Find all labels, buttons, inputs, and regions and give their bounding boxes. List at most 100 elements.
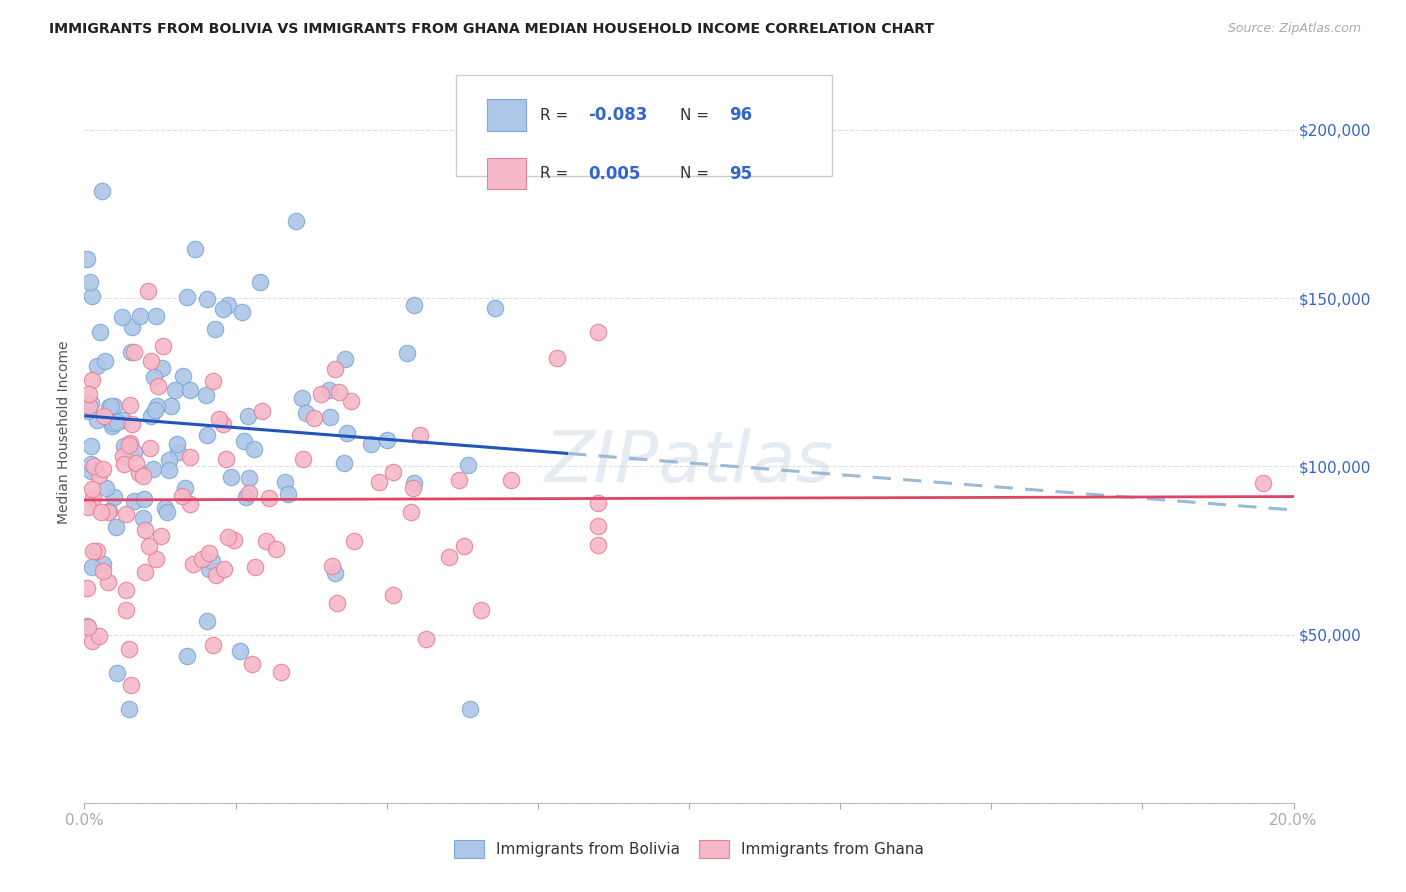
Point [277,487,299,501]
Point [118,398,141,412]
Point [415,632,437,646]
Point [111,310,134,324]
Point [118,438,141,452]
Point [179,450,201,464]
Point [222,533,245,547]
Point [195,428,218,442]
Point [96,482,118,496]
Point [205,567,228,582]
Point [274,475,297,489]
Point [343,533,366,548]
Point [142,369,165,384]
Point [138,285,160,299]
Point [132,511,155,525]
Point [142,461,165,475]
Point [304,411,326,425]
Point [82,634,104,648]
Point [82,491,104,506]
Point [325,566,347,580]
Point [139,409,162,423]
Text: 95: 95 [728,165,752,183]
Point [122,494,145,508]
Point [328,384,350,399]
Point [105,520,128,534]
Point [176,648,198,663]
Point [336,425,359,440]
FancyBboxPatch shape [486,99,526,130]
Point [94,354,117,368]
Point [546,351,568,365]
Point [121,345,143,359]
Point [93,409,115,424]
Point [176,290,198,304]
Point [143,403,166,417]
Point [115,603,138,617]
Point [367,475,389,489]
Point [160,399,183,413]
Point [138,539,160,553]
Legend: Immigrants from Bolivia, Immigrants from Ghana: Immigrants from Bolivia, Immigrants from… [446,832,932,865]
Point [402,475,425,490]
Point [125,457,148,471]
Point [194,388,217,402]
Point [219,469,242,483]
Point [83,459,105,474]
Point [82,543,104,558]
Point [588,325,610,339]
Point [179,384,201,398]
Point [208,412,231,426]
Point [134,523,156,537]
Point [284,214,307,228]
Point [145,552,167,566]
Point [100,399,122,413]
Point [212,562,235,576]
Point [89,325,111,339]
Point [197,546,219,560]
Point [77,500,100,514]
Point [202,374,225,388]
Point [152,339,174,353]
Point [97,505,120,519]
Point [87,629,110,643]
Point [191,551,214,566]
Point [181,557,204,571]
Point [402,298,425,312]
Text: 0.005: 0.005 [589,165,641,183]
Point [129,309,152,323]
Point [97,574,120,589]
Text: 96: 96 [728,106,752,124]
Point [243,560,266,574]
Point [249,275,271,289]
Point [311,387,333,401]
Point [77,386,100,401]
Text: IMMIGRANTS FROM BOLIVIA VS IMMIGRANTS FROM GHANA MEDIAN HOUSEHOLD INCOME CORRELA: IMMIGRANTS FROM BOLIVIA VS IMMIGRANTS FR… [49,22,935,37]
Point [149,529,172,543]
FancyBboxPatch shape [486,158,526,189]
Point [82,289,104,303]
Point [375,434,398,448]
Point [82,483,104,497]
Point [112,457,135,471]
Point [118,701,141,715]
Text: R =: R = [540,167,574,181]
Text: Source: ZipAtlas.com: Source: ZipAtlas.com [1227,22,1361,36]
Point [157,453,180,467]
Point [501,473,523,487]
Point [134,566,156,580]
Point [321,559,343,574]
Point [79,396,101,410]
Text: ZIPatlas: ZIPatlas [544,428,834,497]
Point [80,464,103,478]
Text: N =: N = [681,108,714,122]
Point [118,641,141,656]
Text: -0.083: -0.083 [589,106,648,124]
Point [157,463,180,477]
Point [318,384,340,398]
Text: R =: R = [540,108,574,122]
Point [105,666,128,681]
Point [76,581,98,595]
Point [292,451,315,466]
Point [121,417,143,431]
Text: N =: N = [681,167,714,181]
Point [120,678,142,692]
